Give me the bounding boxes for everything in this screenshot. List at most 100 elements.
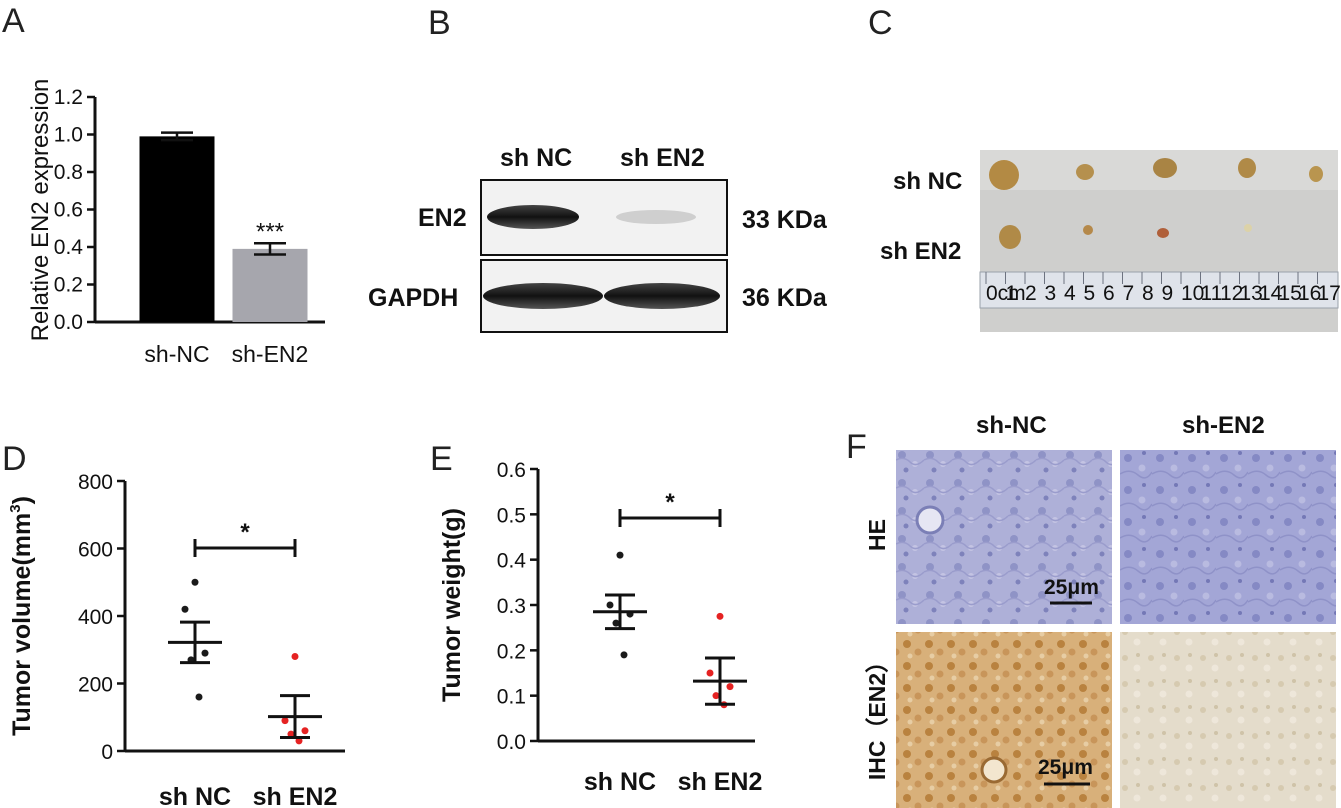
e-point bbox=[726, 683, 734, 691]
histology-row-label-he: HE bbox=[864, 519, 890, 551]
e-point bbox=[616, 551, 624, 559]
a-bar-sh-EN2 bbox=[232, 248, 308, 322]
ruler-number: 8 bbox=[1142, 282, 1154, 305]
d-point bbox=[201, 649, 209, 657]
d-point bbox=[295, 737, 303, 745]
ruler-number: 6 bbox=[1103, 282, 1115, 305]
e-y-tick-label: 0.6 bbox=[497, 459, 526, 482]
tumor-sh-nc-1 bbox=[989, 160, 1019, 190]
d-y-axis-label-end: ) bbox=[8, 496, 36, 504]
band-en2-sh-nc bbox=[487, 205, 579, 229]
panel-label-e: E bbox=[430, 440, 453, 478]
e-y-tick-label: 0.4 bbox=[497, 550, 527, 573]
ruler-number: 5 bbox=[1084, 282, 1096, 305]
band-gapdh-sh-nc bbox=[483, 283, 603, 309]
d-x-tick-label: sh NC bbox=[159, 783, 231, 808]
ruler-number: 17 bbox=[1318, 282, 1341, 305]
a-y-tick-label: 1.2 bbox=[54, 86, 83, 109]
tumor-sh-en2-1 bbox=[999, 225, 1021, 249]
e-y-tick-label: 0.5 bbox=[497, 504, 526, 527]
d-point bbox=[291, 653, 299, 660]
d-significance: * bbox=[240, 519, 250, 546]
d-point bbox=[287, 730, 295, 738]
band-gapdh-sh-en2 bbox=[604, 283, 720, 309]
d-y-axis-label: Tumor volume(mm3) bbox=[7, 496, 36, 736]
e-point bbox=[706, 669, 714, 677]
ruler-number: 11 bbox=[1201, 282, 1223, 305]
e-point bbox=[612, 619, 620, 627]
tumor-sh-en2-2 bbox=[1083, 225, 1093, 235]
e-y-tick-label: 0.3 bbox=[497, 595, 526, 618]
e-y-tick-label: 0.0 bbox=[497, 731, 526, 754]
d-y-axis-label-sup: 3 bbox=[7, 504, 24, 512]
panel-d-tumor-volume: 0 200 400 600 800 sh NC sh EN2 * Tumor volume(mm… bbox=[7, 471, 345, 808]
tumor-sh-nc-4 bbox=[1238, 158, 1256, 178]
d-x-tick-label: sh EN2 bbox=[253, 783, 338, 808]
ruler-number: 15 bbox=[1279, 282, 1302, 305]
image-he-sh-en2 bbox=[1120, 450, 1336, 624]
tumor-sh-en2-3 bbox=[1157, 228, 1169, 238]
d-y-tick-label: 200 bbox=[78, 674, 113, 697]
ruler bbox=[979, 271, 1339, 309]
a-y-tick-label: 0.8 bbox=[54, 161, 83, 184]
ruler-number: 4 bbox=[1064, 282, 1076, 305]
d-y-tick-label: 0 bbox=[101, 741, 113, 764]
d-y-axis-label-main: Tumor volume(mm bbox=[8, 513, 36, 736]
tumor-sh-en2-4 bbox=[1244, 224, 1252, 232]
ruler-number: 7 bbox=[1123, 282, 1135, 305]
ruler-number: 2 bbox=[1025, 282, 1037, 305]
e-point bbox=[712, 692, 720, 700]
panel-e-tumor-weight: 0.0 0.1 0.2 0.3 0.4 0.5 0.6 sh NC sh EN2 * Tumor w… bbox=[438, 459, 762, 796]
a-significance: *** bbox=[256, 218, 284, 245]
d-point bbox=[181, 605, 189, 613]
panel-label-a: A bbox=[2, 2, 25, 40]
e-point bbox=[606, 601, 614, 609]
tumor-sh-nc-3 bbox=[1153, 158, 1177, 178]
panel-label-c: C bbox=[868, 4, 893, 42]
blot-size-en2: 33 KDa bbox=[742, 206, 828, 234]
image-ihc-sh-nc bbox=[896, 632, 1112, 808]
a-x-tick-label: sh-NC bbox=[144, 341, 209, 367]
d-y-tick-label: 400 bbox=[78, 606, 113, 629]
ruler-number: 14 bbox=[1259, 282, 1283, 305]
blot-lane-label-sh-en2: sh EN2 bbox=[620, 144, 705, 172]
panel-label-b: B bbox=[428, 4, 451, 42]
photo-row-label-sh-nc: sh NC bbox=[893, 168, 962, 195]
d-point bbox=[281, 717, 289, 725]
e-point bbox=[620, 651, 628, 659]
d-y-tick-label: 600 bbox=[78, 539, 113, 562]
a-y-axis-label: Relative EN2 expression bbox=[27, 79, 54, 342]
histology-col-label-sh-nc: sh-NC bbox=[976, 412, 1047, 439]
ruler-number: 1 bbox=[1006, 282, 1018, 305]
blot-row-label-en2: EN2 bbox=[418, 204, 467, 232]
blot-row-label-gapdh: GAPDH bbox=[368, 284, 458, 312]
ruler-number: 13 bbox=[1240, 282, 1263, 305]
scale-bar-label-he: 25μm bbox=[1044, 576, 1099, 599]
e-point bbox=[716, 612, 724, 620]
d-y-tick-label: 800 bbox=[78, 471, 113, 494]
e-y-tick-label: 0.1 bbox=[497, 686, 526, 709]
e-significance: * bbox=[665, 489, 675, 516]
ruler-number: 12 bbox=[1220, 282, 1243, 305]
tumor-sh-nc-5 bbox=[1309, 166, 1323, 182]
ruler-number: 16 bbox=[1298, 282, 1321, 305]
a-y-tick-label: 1.0 bbox=[54, 124, 83, 147]
ruler-number: 9 bbox=[1162, 282, 1174, 305]
photo-row-label-sh-en2: sh EN2 bbox=[880, 238, 961, 265]
image-ihc-sh-en2 bbox=[1120, 632, 1336, 808]
a-y-tick-label: 0.0 bbox=[54, 311, 83, 334]
panel-a-bar-chart: 0.0 0.2 0.4 0.6 0.8 1.0 1.2 sh-NC *** sh-EN2 Relat… bbox=[27, 79, 325, 367]
ruler-number: 3 bbox=[1045, 282, 1057, 305]
e-x-tick-label: sh EN2 bbox=[678, 768, 763, 796]
panel-label-d: D bbox=[2, 440, 27, 478]
panel-label-f: F bbox=[846, 428, 867, 466]
image-he-sh-nc bbox=[896, 450, 1112, 624]
scale-bar-label-ihc: 25μm bbox=[1038, 756, 1093, 779]
histology-row-label-ihc: IHC（EN2） bbox=[864, 650, 890, 780]
ruler-number: 10 bbox=[1181, 282, 1204, 305]
tumor-sh-nc-2 bbox=[1076, 164, 1094, 180]
band-en2-sh-en2 bbox=[616, 210, 696, 224]
